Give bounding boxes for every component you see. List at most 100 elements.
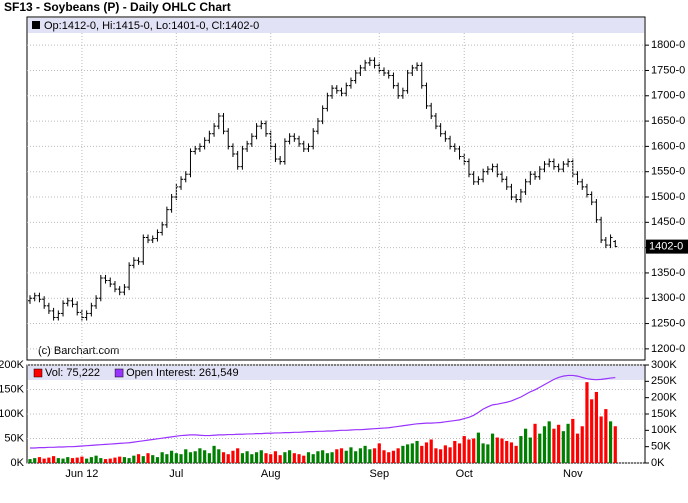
volume-bar (85, 458, 89, 463)
volume-bar (212, 445, 216, 463)
volume-bar (321, 450, 325, 463)
volume-bar (217, 449, 221, 463)
y2-tick-label: 250K (651, 375, 677, 387)
volume-bar (113, 457, 117, 463)
volume-bar (89, 457, 93, 463)
volume-bar (198, 448, 202, 463)
volume-bar (174, 453, 178, 463)
volume-bar (221, 452, 226, 463)
volume-bar (325, 453, 329, 463)
volume-bar (406, 444, 410, 463)
volume-bar (203, 450, 207, 463)
volume-bar (33, 458, 37, 463)
y-tick-label: 1450-0 (651, 216, 685, 228)
volume-bar (542, 426, 547, 463)
volume-bar (547, 421, 551, 463)
volume-bar (179, 454, 183, 463)
volume-legend-band (28, 366, 644, 380)
volume-bar (599, 416, 603, 463)
legend-swatch (114, 368, 124, 378)
volume-bar (127, 458, 131, 463)
volume-bar (188, 452, 193, 463)
volume-bar (557, 424, 561, 463)
legend-label: Open Interest: 261,549 (126, 367, 239, 379)
price-panel (26, 16, 646, 361)
volume-bar (132, 455, 136, 463)
volume-bar (528, 437, 532, 463)
volume-bar (457, 443, 462, 463)
volume-bar (585, 382, 589, 463)
volume-bar (472, 438, 476, 463)
volume-bar (170, 450, 174, 463)
volume-bar (146, 453, 150, 463)
volume-bar (330, 452, 334, 463)
volume-bar (566, 423, 570, 463)
volume-bar (297, 454, 301, 463)
volume-bar (165, 454, 169, 463)
volume-bar (108, 458, 112, 463)
volume-bar (500, 438, 504, 463)
y2-tick-label: 200K (651, 392, 677, 404)
y-tick-label: 1550-0 (651, 166, 685, 178)
y-tick-label: 0K (11, 457, 25, 469)
volume-bar (264, 453, 268, 463)
volume-bar (226, 454, 230, 463)
legend-swatch (33, 368, 43, 378)
ohlc-legend: Op:1412-0, Hi:1415-0, Lo:1401-0, Cl:1402… (44, 20, 259, 32)
y-tick-label: 1700-0 (651, 90, 685, 102)
y-tick-label: 100K (0, 408, 25, 420)
volume-bar (283, 452, 287, 463)
volume-bar (207, 453, 211, 463)
y-tick-label: 1800-0 (651, 39, 685, 51)
volume-bar (80, 456, 84, 463)
volume-bar (396, 448, 400, 463)
volume-bar (259, 450, 263, 463)
volume-bar (311, 454, 315, 463)
volume-bar (462, 436, 466, 463)
volume-bar (28, 459, 32, 463)
volume-bar (236, 448, 240, 463)
volume-bar (56, 458, 60, 463)
y-tick-label: 1300-0 (651, 292, 685, 304)
volume-bar (524, 428, 528, 463)
volume-bar (377, 443, 381, 463)
x-tick-label: Aug (261, 468, 281, 480)
volume-bar (401, 445, 405, 463)
volume-bar (476, 432, 480, 463)
volume-bar (61, 458, 65, 463)
volume-bar (136, 454, 141, 463)
y-tick-label: 1500-0 (651, 191, 685, 203)
volume-bar (269, 454, 273, 463)
volume-bar (486, 444, 490, 463)
legend-label: Vol: 75,222 (45, 367, 100, 379)
volume-bar (184, 449, 188, 463)
volume-bar (349, 447, 353, 463)
volume-bar (344, 450, 348, 463)
y-tick-label: 1350-0 (651, 267, 685, 279)
volume-bar (141, 456, 145, 463)
y-tick-label: 200K (0, 359, 25, 371)
volume-bar (151, 455, 155, 463)
volume-bar (240, 453, 244, 463)
volume-bar (604, 409, 608, 463)
volume-bar (590, 399, 594, 463)
volume-bar (481, 443, 485, 463)
volume-bar (420, 445, 424, 463)
y2-tick-label: 300K (651, 359, 677, 371)
y2-tick-label: 100K (651, 424, 677, 436)
volume-bar (533, 423, 537, 463)
y-tick-label: 150K (0, 383, 25, 395)
volume-bar (453, 440, 457, 463)
volume-bar (99, 458, 103, 463)
volume-bar (245, 451, 249, 463)
volume-bar (387, 452, 391, 463)
volume-bar (505, 440, 509, 463)
volume-bar (103, 459, 108, 463)
oi-line (30, 374, 616, 449)
volume-bar (571, 418, 575, 463)
volume-bar (47, 457, 51, 463)
credit: (c) Barchart.com (38, 345, 119, 357)
y-tick-label: 1200-0 (651, 343, 685, 355)
volume-bar (363, 445, 367, 463)
